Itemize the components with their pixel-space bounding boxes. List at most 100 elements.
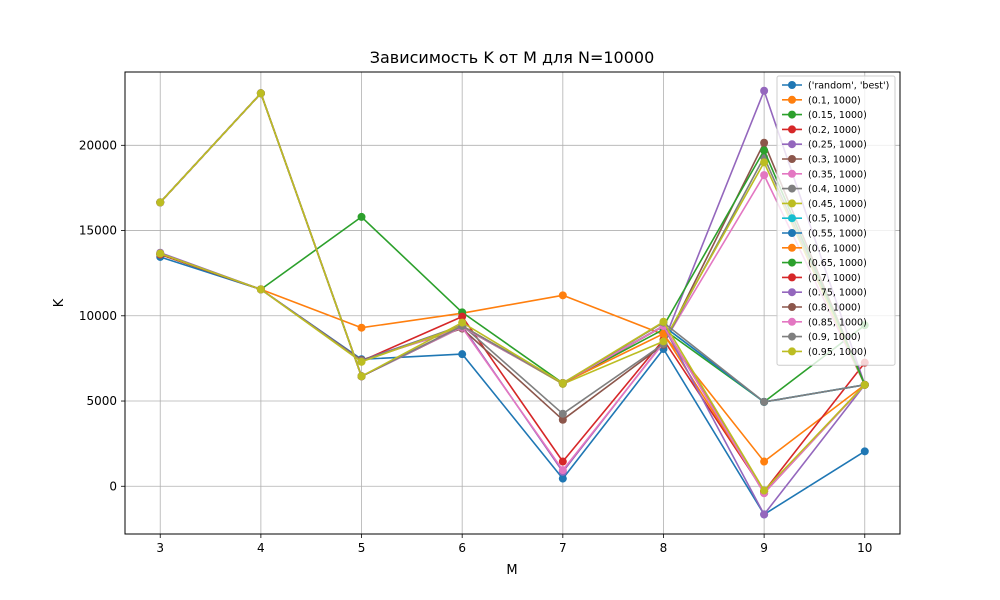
data-point [357, 372, 366, 381]
series-line [159, 174, 866, 471]
legend-item: (0.4, 1000) [782, 184, 861, 195]
legend-marker [788, 332, 796, 341]
y-tick-label: 20000 [79, 138, 117, 152]
data-point [256, 285, 265, 294]
series-0 [156, 252, 869, 519]
series-line [159, 92, 866, 492]
data-point [156, 198, 165, 207]
legend-item: (0.8, 1000) [782, 303, 861, 314]
series-12 [156, 89, 869, 389]
legend-label: (0.45, 1000) [808, 199, 867, 210]
legend-item: (0.25, 1000) [782, 140, 867, 151]
legend-marker [788, 169, 796, 178]
data-point [760, 397, 769, 406]
data-point [558, 409, 567, 418]
series-line [159, 90, 866, 473]
legend-item: (0.6, 1000) [782, 243, 861, 254]
legend-item: (0.85, 1000) [782, 317, 867, 328]
data-point [357, 357, 366, 366]
y-tick-label: 10000 [79, 309, 117, 323]
data-point [659, 329, 668, 338]
series-line [159, 161, 866, 386]
legend-item: (0.3, 1000) [782, 155, 861, 166]
data-point [860, 380, 869, 389]
data-point [458, 318, 467, 327]
y-tick-label: 0 [109, 479, 117, 493]
series-1 [156, 250, 869, 466]
legend-item: (0.65, 1000) [782, 258, 867, 269]
x-tick-label: 10 [857, 541, 872, 555]
x-tick-label: 5 [358, 541, 366, 555]
legend-label: (0.1, 1000) [808, 95, 861, 106]
legend-item: (0.55, 1000) [782, 229, 867, 240]
x-axis-ticks: 3 4 5 6 7 8 9 10 [156, 534, 872, 555]
data-point [760, 510, 769, 519]
data-point [156, 249, 165, 258]
x-axis-label: M [506, 563, 517, 578]
series-2 [156, 212, 869, 406]
legend-marker [788, 81, 796, 89]
chart-title: Зависимость K от M для N=10000 [370, 48, 655, 67]
series-line [159, 256, 866, 516]
legend-label: (0.85, 1000) [808, 317, 867, 328]
legend-marker [788, 125, 796, 134]
legend-label: (0.15, 1000) [808, 110, 867, 121]
data-point [558, 466, 567, 475]
legend-marker [788, 347, 796, 356]
data-point [760, 171, 769, 180]
x-tick-label: 9 [760, 541, 768, 555]
series-6 [156, 171, 869, 475]
legend-label: (0.35, 1000) [808, 169, 867, 180]
legend-label: (0.75, 1000) [808, 288, 867, 299]
legend-label: (0.55, 1000) [808, 229, 867, 240]
x-tick-label: 4 [257, 541, 265, 555]
y-axis-label: K [52, 298, 67, 307]
legend-label: (0.65, 1000) [808, 258, 867, 269]
data-point [357, 212, 366, 221]
data-point [659, 317, 668, 326]
legend-label: (0.6, 1000) [808, 243, 861, 254]
legend: ('random', 'best') (0.1, 1000) (0.15, 1000… [776, 75, 896, 366]
legend-item: (0.75, 1000) [782, 288, 867, 299]
legend-label: (0.2, 1000) [808, 125, 861, 136]
series-10 [156, 89, 869, 406]
legend-item: (0.2, 1000) [782, 125, 861, 136]
data-point [558, 291, 567, 300]
data-point [659, 337, 668, 346]
data-point [357, 323, 366, 332]
legend-marker [788, 110, 796, 119]
series-line [159, 92, 866, 386]
x-tick-label: 8 [660, 541, 668, 555]
legend-label: (0.5, 1000) [808, 214, 861, 225]
series-7 [156, 153, 869, 418]
data-point [860, 447, 869, 456]
legend-marker [788, 288, 796, 297]
legend-label: (0.8, 1000) [808, 303, 861, 314]
legend-item: (0.5, 1000) [782, 214, 861, 225]
data-point [558, 415, 567, 424]
x-tick-label: 7 [559, 541, 567, 555]
legend-item: (0.95, 1000) [782, 347, 867, 358]
data-point [558, 474, 567, 483]
legend-marker [788, 214, 796, 223]
legend-item: (0.7, 1000) [782, 273, 861, 284]
legend-label: (0.9, 1000) [808, 332, 861, 343]
legend-label: (0.7, 1000) [808, 273, 861, 284]
data-point [458, 312, 467, 321]
legend-marker [788, 243, 796, 252]
legend-label: (0.25, 1000) [808, 140, 867, 151]
plot-frame [124, 71, 901, 535]
legend-label: (0.3, 1000) [808, 155, 861, 166]
series-line [159, 253, 866, 463]
series-18 [156, 89, 869, 495]
legend-marker [788, 317, 796, 326]
series-17 [156, 89, 869, 406]
legend-item: ('random', 'best') [782, 81, 889, 92]
data-point [760, 457, 769, 466]
x-tick-label: 6 [458, 541, 466, 555]
legend-marker [788, 95, 796, 104]
data-point [760, 158, 769, 167]
legend-item: (0.45, 1000) [782, 199, 867, 210]
data-point [760, 138, 769, 147]
legend-marker [788, 303, 796, 311]
